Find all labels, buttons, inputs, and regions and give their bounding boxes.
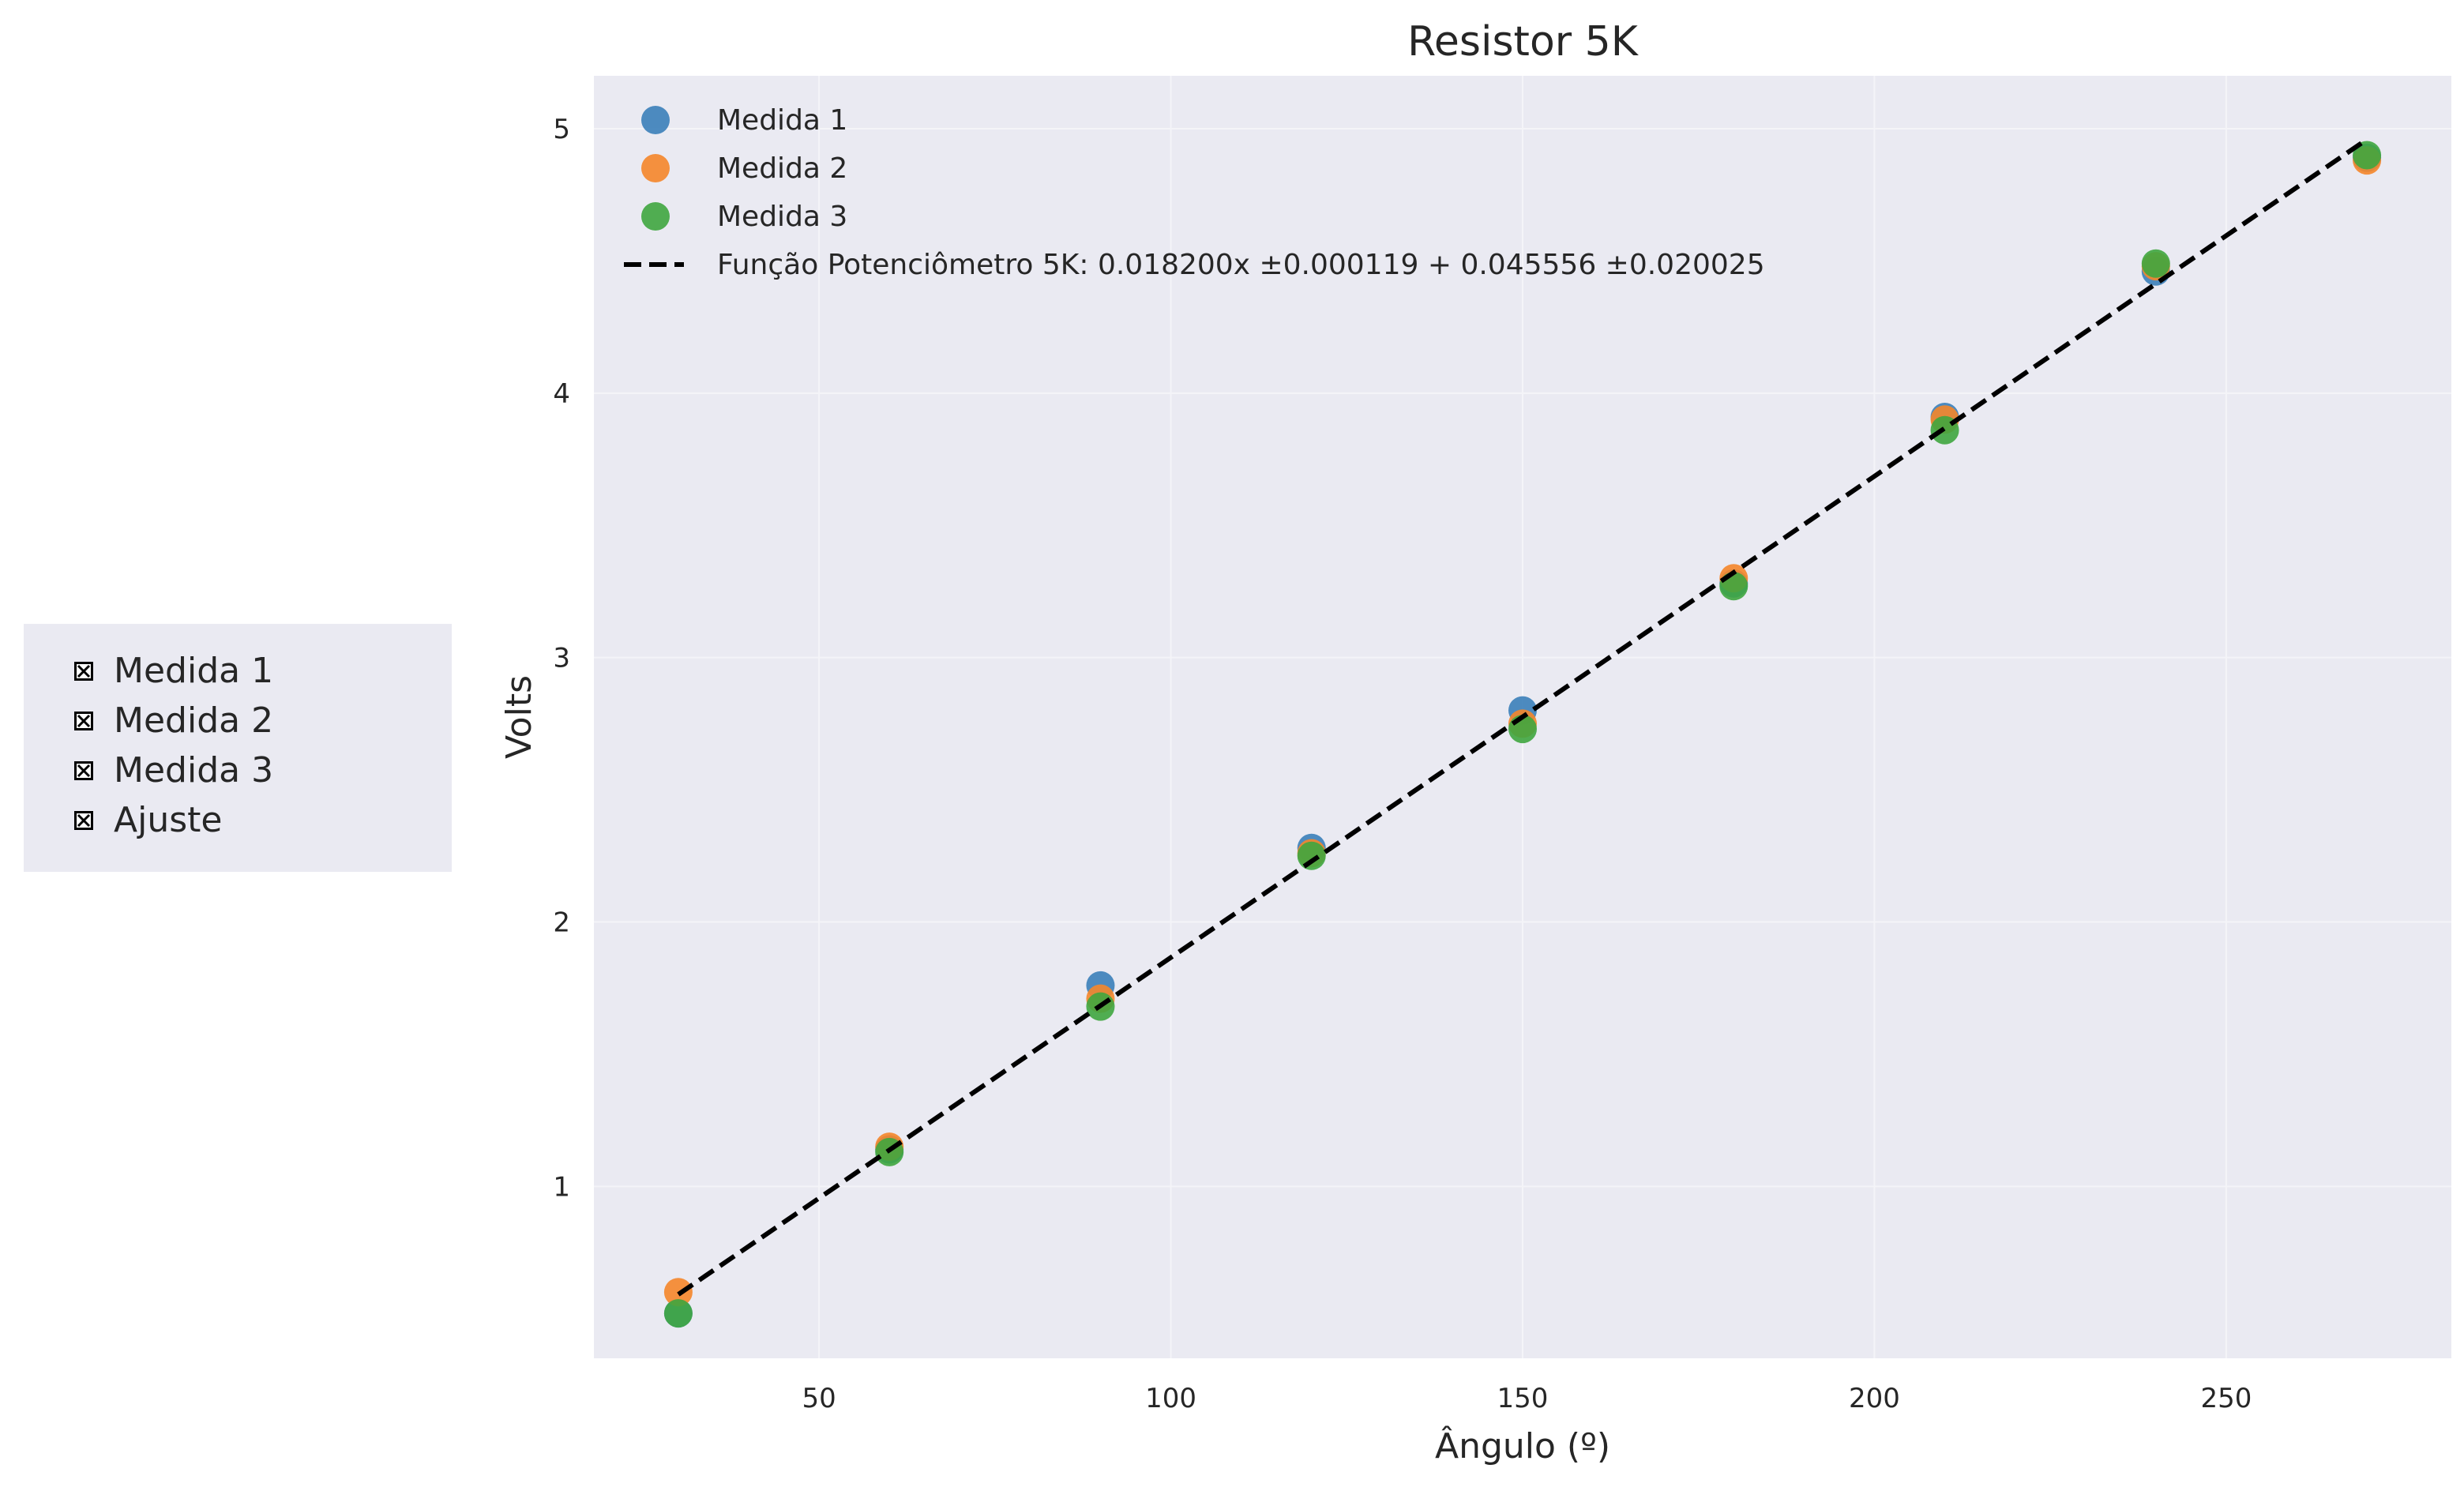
toggle-label: Medida 1 <box>114 651 274 691</box>
x-tick-label: 100 <box>1145 1383 1196 1414</box>
y-tick-label: 3 <box>553 643 570 674</box>
data-point <box>663 1299 693 1328</box>
toggle-medida-2[interactable]: Medida 2 <box>24 696 452 745</box>
x-axis-label: Ângulo (º) <box>1435 1425 1610 1466</box>
x-tick-label: 50 <box>802 1383 836 1414</box>
y-axis-label: Volts <box>499 675 539 759</box>
x-tick-label: 200 <box>1849 1383 1900 1414</box>
series-toggle-panel: Medida 1 Medida 2 Medida 3 Ajuste <box>24 624 452 872</box>
toggle-medida-3[interactable]: Medida 3 <box>24 745 452 795</box>
chart-title: Resistor 5K <box>1407 18 1640 66</box>
x-tick-label: 250 <box>2200 1383 2252 1414</box>
toggle-medida-1[interactable]: Medida 1 <box>24 646 452 696</box>
data-point <box>2353 141 2382 170</box>
legend-marker <box>641 202 670 231</box>
toggle-label: Medida 2 <box>114 700 274 741</box>
checkbox-checked-icon[interactable] <box>74 711 93 730</box>
x-tick-label: 150 <box>1497 1383 1549 1414</box>
toggle-ajuste[interactable]: Ajuste <box>24 795 452 845</box>
y-tick-label: 4 <box>553 378 570 410</box>
legend-label: Medida 1 <box>717 104 847 137</box>
data-point <box>1297 841 1326 870</box>
legend-marker <box>641 106 670 134</box>
toggle-label: Ajuste <box>114 800 223 840</box>
y-tick-label: 1 <box>553 1171 570 1203</box>
legend-label: Medida 2 <box>717 152 847 185</box>
checkbox-checked-icon[interactable] <box>74 661 93 681</box>
toggle-label: Medida 3 <box>114 750 274 790</box>
fit-line <box>677 137 2368 1297</box>
y-tick-label: 5 <box>553 114 570 145</box>
legend-label: Medida 3 <box>717 201 847 233</box>
data-point <box>2141 249 2170 278</box>
checkbox-checked-icon[interactable] <box>74 810 93 830</box>
legend-label: Função Potenciômetro 5K: 0.018200x ±0.00… <box>717 249 1765 281</box>
y-tick-label: 2 <box>553 907 570 939</box>
checkbox-checked-icon[interactable] <box>74 760 93 780</box>
legend-marker <box>641 154 670 182</box>
data-point <box>1719 572 1748 601</box>
